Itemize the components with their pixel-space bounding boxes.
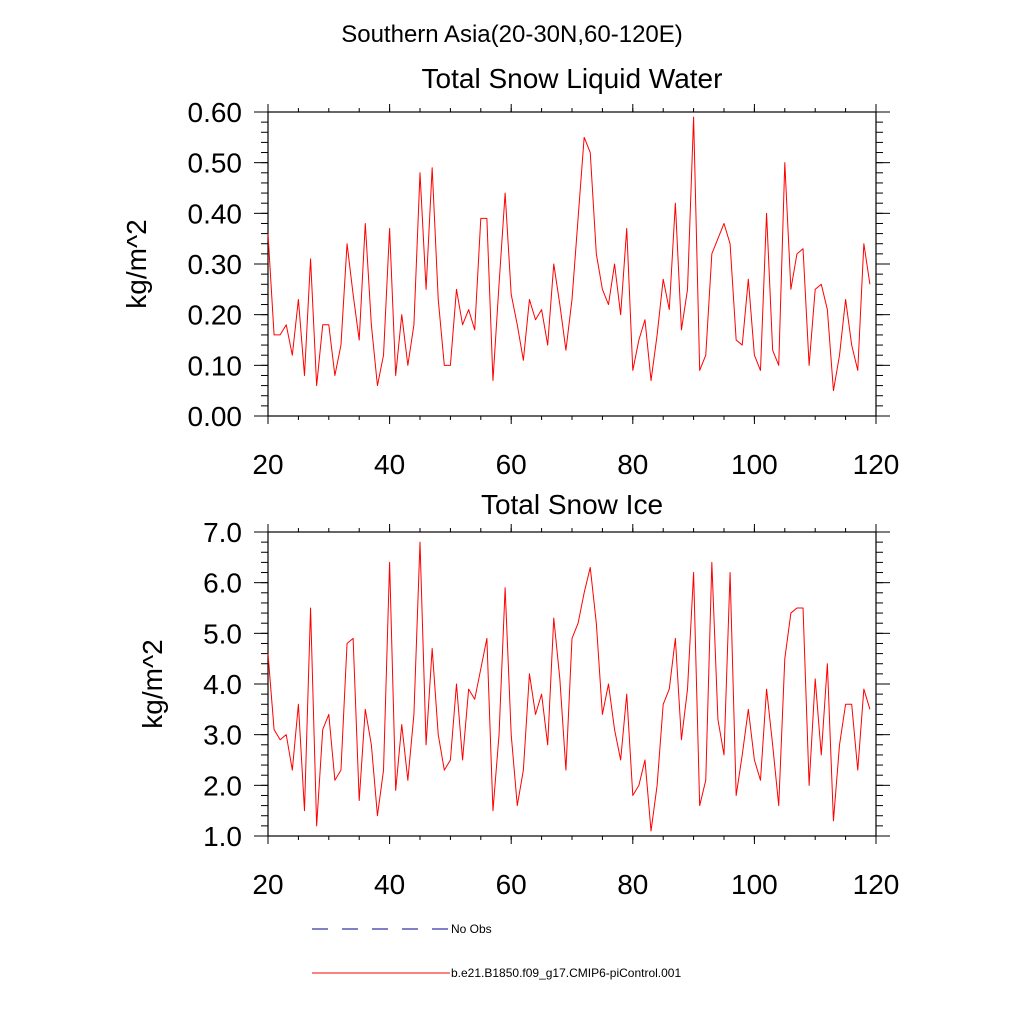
y-tick-label: 4.0 xyxy=(203,669,242,700)
x-tick-label: 20 xyxy=(252,449,283,480)
x-tick-label: 100 xyxy=(731,449,778,480)
series-line-model xyxy=(267,116,871,392)
y-tick-label: 7.0 xyxy=(203,517,242,548)
y-tick-label: 0.20 xyxy=(188,300,243,331)
x-tick-label: 120 xyxy=(853,869,900,900)
y-tick-label: 0.00 xyxy=(188,401,243,432)
y-tick-label: 0.10 xyxy=(188,350,243,381)
y-axis-label: kg/m^2 xyxy=(121,219,152,308)
x-tick-label: 60 xyxy=(496,869,527,900)
y-tick-label: 5.0 xyxy=(203,618,242,649)
legend-label-no-obs: No Obs xyxy=(451,922,492,936)
legend-label-model: b.e21.B1850.f09_g17.CMIP6-piControl.001 xyxy=(451,966,681,980)
x-tick-label: 100 xyxy=(731,869,778,900)
x-tick-label: 20 xyxy=(252,869,283,900)
x-tick-label: 40 xyxy=(374,449,405,480)
y-axis-label: kg/m^2 xyxy=(137,639,168,728)
x-tick-label: 120 xyxy=(853,449,900,480)
plot-frame xyxy=(267,111,877,417)
y-tick-label: 0.40 xyxy=(188,198,243,229)
panel-title-snow-liquid-water: Total Snow Liquid Water xyxy=(422,63,723,94)
x-tick-label: 80 xyxy=(617,449,648,480)
panel-snow-ice: Total Snow Ice kg/m^2 20 40 60 80 100 120 1.0 2… xyxy=(137,489,899,900)
y-tick-label: 2.0 xyxy=(203,770,242,801)
figure-suptitle: Southern Asia(20-30N,60-120E) xyxy=(341,21,683,48)
y-tick-label: 3.0 xyxy=(203,720,242,751)
y-tick-label: 1.0 xyxy=(203,821,242,852)
y-tick-label: 0.30 xyxy=(188,249,243,280)
series-line-model xyxy=(267,541,871,832)
y-tick-label: 0.60 xyxy=(188,97,243,128)
x-tick-label: 60 xyxy=(496,449,527,480)
x-tick-label: 80 xyxy=(617,869,648,900)
y-tick-label: 6.0 xyxy=(203,568,242,599)
y-tick-label: 0.50 xyxy=(188,148,243,179)
panel-snow-liquid-water: Total Snow Liquid Water kg/m^2 20 40 60 80 1… xyxy=(121,63,899,480)
x-tick-label: 40 xyxy=(374,869,405,900)
legend: No Obs b.e21.B1850.f09_g17.CMIP6-piContr… xyxy=(312,922,681,980)
panel-title-snow-ice: Total Snow Ice xyxy=(481,489,663,520)
